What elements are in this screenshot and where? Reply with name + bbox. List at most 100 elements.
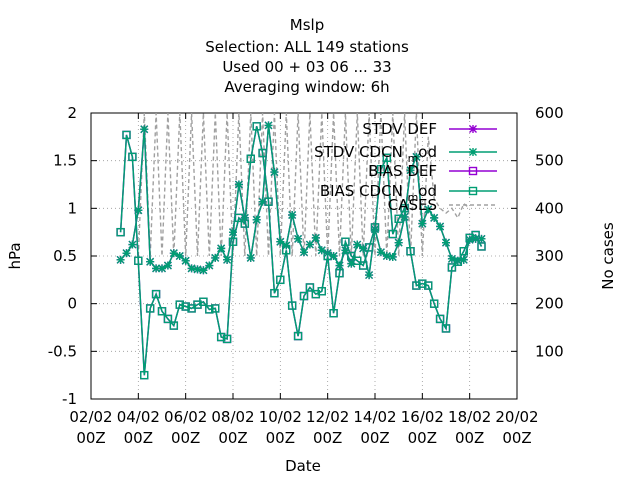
data-point [388,229,397,239]
x-tick-label: 00Z [171,429,200,447]
data-point [469,125,477,133]
data-point [116,227,125,237]
data-point [169,249,178,258]
y-tick-label: -1 [62,390,77,408]
data-point [282,241,291,250]
x-tick-label: 00Z [76,429,105,447]
y-tick-label: 0.5 [53,247,77,265]
data-point [468,186,478,196]
y-axis-ticks: -1 -0.5 0 0.5 1 1.5 2 [48,104,97,408]
data-point [418,279,427,288]
y2-tick-label: 600 [535,104,564,122]
data-point [217,244,226,253]
data-point [140,370,149,380]
data-point [388,252,397,261]
data-point [353,240,362,249]
data-point [365,271,374,280]
x-tick-label: 12/02 [306,408,349,426]
data-point [169,321,179,330]
data-point [276,237,285,246]
data-point [122,130,131,140]
x-tick-label: 04/02 [117,408,160,426]
data-point [477,242,486,251]
data-point [447,254,456,263]
y-tick-label: 1 [67,199,77,217]
x-tick-label: 10/02 [259,408,302,426]
data-point [469,148,477,156]
data-point [211,304,220,313]
x-tick-label: 14/02 [353,408,396,426]
data-point [382,252,391,260]
data-point [441,324,451,333]
x-tick-label: 16/02 [401,408,444,426]
y2-tick-label: 400 [535,199,564,217]
data-point [400,212,409,221]
data-point [459,255,468,264]
y2-axis-ticks: 100 200 300 400 500 600 [511,104,564,360]
data-point [252,215,261,224]
data-point [157,307,167,316]
data-point [412,152,421,161]
data-point [122,249,131,258]
data-point [477,234,486,243]
legend-label: STDV DEF [362,120,437,138]
data-point [116,255,125,264]
data-point [364,243,374,252]
data-point [134,206,143,215]
data-point [317,246,326,255]
data-point [293,331,303,341]
y2-tick-label: 300 [535,247,564,265]
data-point [205,261,214,270]
data-point [305,283,315,292]
data-point [128,152,137,162]
data-point [145,304,155,313]
data-point [468,166,478,176]
data-point [447,263,457,272]
data-point [353,256,362,265]
data-point [252,122,261,131]
title-line-2: Selection: ALL 149 stations [205,38,409,56]
data-point [305,240,314,249]
data-point [152,264,161,273]
y2-tick-label: 500 [535,152,564,170]
data-point [229,228,237,237]
x-tick-label: 18/02 [448,408,491,426]
data-point [181,256,190,265]
data-point [412,281,421,290]
x-axis-ticks: 02/02 00Z 04/02 00Z 06/02 00Z 08/02 00Z 10/02 00Z… [69,113,539,447]
x-tick-label: 08/02 [211,408,254,426]
y-tick-label: -0.5 [48,342,77,360]
y-axis-label: hPa [6,242,24,269]
data-point [175,252,184,260]
data-point [287,301,297,310]
data-point [211,253,220,262]
data-point [240,219,250,228]
series-3 [116,122,486,380]
x-tick-label: 06/02 [164,408,207,426]
x-axis-label: Date [285,457,321,475]
data-point [199,266,208,275]
y-tick-label: 1.5 [53,152,77,170]
data-point [341,237,350,246]
data-point [341,246,350,255]
data-point [453,257,463,266]
data-point [181,302,190,311]
data-point [358,261,368,270]
data-point [429,299,439,308]
y2-axis-label: No cases [599,222,617,290]
x-tick-label: 00Z [455,429,484,447]
data-point [442,238,450,247]
data-point [300,248,308,257]
data-point [347,259,356,268]
data-point [335,261,344,270]
data-point [246,253,255,262]
data-point [216,332,226,342]
data-point [134,256,143,265]
data-point [163,314,173,324]
data-point [430,213,439,222]
data-point [435,314,445,324]
data-point [376,165,386,174]
data-point [282,246,291,255]
